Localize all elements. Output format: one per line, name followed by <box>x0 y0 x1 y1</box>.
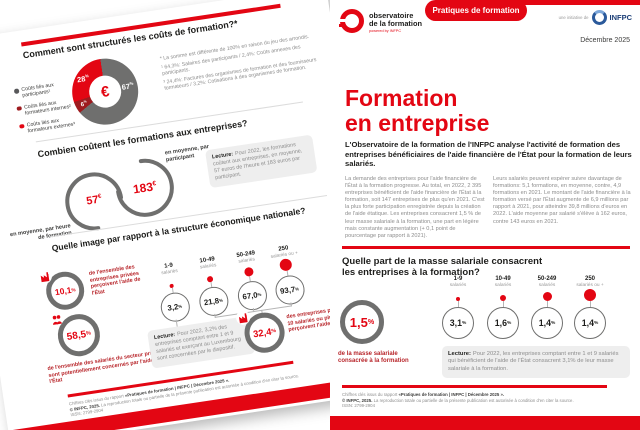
salary-share-ring: 1,5% <box>340 300 384 344</box>
size-dot <box>278 258 293 272</box>
lead-paragraph: L'Observatoire de la formation de l'INFP… <box>345 140 632 169</box>
bottom-bar <box>330 416 640 430</box>
issue-date: Décembre 2025 <box>580 37 630 44</box>
body-column-1: La demande des entreprises pour l'aide f… <box>345 176 485 239</box>
donut-label-28: 28% <box>76 73 90 85</box>
body-column-2: Leurs salariés peuvent espérer suivre da… <box>493 176 631 225</box>
salary-value-ring: 1,6% <box>487 307 519 339</box>
size-dot <box>500 295 506 301</box>
legend-dot-participants <box>13 88 19 94</box>
size-dot <box>206 275 214 283</box>
donut-label-67: 67% <box>121 80 134 92</box>
page-title: Formation en entreprise <box>345 85 490 136</box>
stem-line <box>457 301 459 307</box>
size-dot <box>584 289 596 301</box>
header-bar <box>480 0 640 5</box>
costs-footnotes: * La somme est différente de 100% en rai… <box>159 33 317 93</box>
structure-col-250plus: 250 salariés ou + 93,7% <box>262 243 312 308</box>
price-lecture-note: Lecture:Pour 2022, les formations coûten… <box>204 134 318 189</box>
size-dot <box>243 266 254 278</box>
salary-col-50-249: 50-249 salariés 1,4% <box>526 276 568 339</box>
infpc-logo-icon <box>591 10 607 25</box>
salary-share-label: de la masse salariale consacrée à la for… <box>338 351 409 364</box>
salary-col-1-9: 1-9 salariés 3,1% <box>437 276 479 339</box>
salary-value-ring: 1,4% <box>531 307 563 339</box>
legend-dot-external-trainers <box>19 123 25 129</box>
salary-value-ring: 1,4% <box>574 307 606 339</box>
size-dot <box>542 292 552 301</box>
stem-line <box>546 301 548 307</box>
size-dot <box>169 283 174 289</box>
footer-rule <box>342 385 607 388</box>
salary-heading: Quelle part de la masse salariale consac… <box>342 256 543 278</box>
salary-lecture-note: Lecture: Pour 2022, les entreprises compt… <box>442 346 630 379</box>
salary-value-ring: 3,1% <box>442 307 474 339</box>
back-page: Comment sont structurés les coûts de for… <box>8 3 387 430</box>
cost-wave-arcs <box>65 158 174 231</box>
stem-line <box>502 301 504 307</box>
report-banner: Pratiques de formation <box>425 0 527 21</box>
section-rule <box>342 246 630 249</box>
factory-icon <box>36 268 53 285</box>
front-page: observatoire de la formation powered by … <box>330 0 640 430</box>
observatoire-logo: observatoire de la formation powered by … <box>339 9 422 33</box>
page-footer: Chiffres clés issus du rapport «Pratique… <box>342 392 574 409</box>
observatoire-logo-icon <box>339 9 364 33</box>
euro-icon: € <box>86 73 124 110</box>
donut-label-6: 6% <box>80 99 87 109</box>
infpc-brand: une initiative de INFPC <box>520 10 632 25</box>
people-icon <box>48 311 65 328</box>
salary-col-10-49: 10-49 salariés 1,6% <box>482 276 524 339</box>
size-dot <box>456 297 460 301</box>
salary-col-250plus: 250 salariés ou + 1,4% <box>569 276 611 339</box>
stem-line <box>589 301 591 307</box>
legend-dot-internal-trainers <box>16 106 22 112</box>
stat-employees-label: de l'ensemble des salariés du secteur pr… <box>47 349 162 386</box>
factory-icon <box>235 309 252 326</box>
stat-companies-label: de l'ensemble des entreprises privées pe… <box>88 264 141 297</box>
